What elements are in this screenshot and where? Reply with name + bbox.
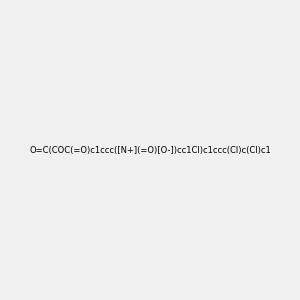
Text: O=C(COC(=O)c1ccc([N+](=O)[O-])cc1Cl)c1ccc(Cl)c(Cl)c1: O=C(COC(=O)c1ccc([N+](=O)[O-])cc1Cl)c1cc…: [29, 146, 271, 154]
